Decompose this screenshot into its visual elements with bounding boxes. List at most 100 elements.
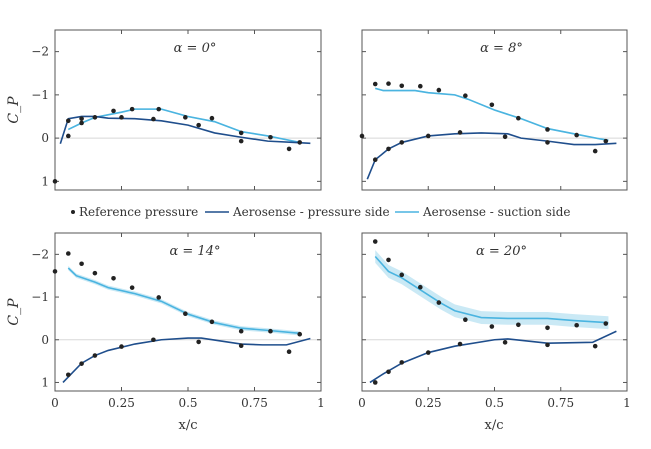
x-tick-label: 0.75 [241, 396, 268, 410]
x-tick-label: 1 [623, 396, 631, 410]
reference-point [399, 83, 405, 89]
reference-point [372, 239, 378, 244]
panel-1: α = 8° [359, 29, 628, 191]
suction-side-line [67, 108, 300, 144]
x-tick-label: 0.5 [485, 396, 504, 410]
reference-point [183, 115, 188, 120]
reference-point [209, 319, 215, 325]
reference-point [502, 134, 508, 140]
reference-point [418, 83, 423, 89]
panel-0: −2 −1 0 1 C_P α = 0° [6, 29, 322, 191]
pressure-side-line [59, 115, 311, 145]
reference-point [386, 146, 391, 152]
reference-point [386, 81, 391, 86]
reference-point [574, 132, 579, 138]
legend-reference-label: Reference pressure [79, 205, 198, 219]
reference-point [92, 270, 98, 276]
reference-point [238, 138, 244, 144]
suction-side-line [67, 267, 300, 335]
reference-point [502, 340, 508, 345]
reference-point [156, 295, 162, 300]
panel-title: α = 0° [174, 41, 217, 56]
reference-point [286, 349, 292, 355]
reference-point [399, 360, 405, 365]
reference-point [592, 148, 598, 154]
y-tick-label: −2 [31, 247, 49, 261]
reference-point [119, 344, 124, 349]
reference-point [603, 321, 609, 326]
reference-point [151, 337, 156, 343]
pressure-side-line [62, 337, 311, 384]
reference-point [545, 127, 550, 132]
reference-point [238, 328, 244, 334]
reference-point [119, 115, 124, 120]
reference-point [386, 257, 391, 263]
reference-point [436, 87, 442, 93]
y-tick-label: −1 [31, 290, 49, 304]
legend-pressure-label: Aerosense - pressure side [232, 205, 390, 219]
reference-point [151, 116, 156, 122]
reference-point [457, 341, 463, 347]
suction-side-line [374, 255, 609, 324]
reference-point [386, 369, 391, 375]
reference-point [372, 81, 378, 87]
reference-point [592, 343, 598, 349]
reference-point [425, 350, 431, 355]
reference-point [196, 339, 201, 345]
reference-point [372, 157, 378, 163]
reference-point [545, 140, 550, 145]
panel-title: α = 20° [476, 244, 527, 259]
reference-point [79, 116, 84, 121]
x-tick-label: 0 [358, 396, 366, 410]
reference-point [66, 133, 71, 139]
reference-point [52, 269, 58, 274]
reference-point [66, 251, 71, 256]
reference-point [359, 133, 365, 139]
reference-point [79, 361, 84, 366]
x-tick-label: 0 [51, 396, 59, 410]
reference-point [574, 322, 579, 328]
x-axis-label-right: x/c [485, 418, 504, 433]
reference-point [489, 324, 495, 329]
reference-point [196, 122, 201, 128]
x-tick-label: 1 [317, 396, 325, 410]
y-tick-label: 0 [41, 333, 49, 347]
reference-point [209, 115, 215, 121]
x-tick-label: 0.25 [108, 396, 135, 410]
reference-point [129, 106, 135, 112]
reference-point [545, 342, 550, 348]
x-tick-label: 0.25 [415, 396, 442, 410]
pressure-side-line [369, 330, 617, 384]
reference-point [463, 93, 468, 99]
reference-point [516, 322, 521, 328]
legend: Reference pressure Aerosense - pressure … [71, 205, 570, 219]
reference-point [457, 130, 463, 135]
reference-point [489, 102, 495, 108]
reference-point [399, 272, 405, 278]
reference-point [129, 285, 135, 290]
reference-point [111, 275, 116, 281]
reference-point [418, 284, 423, 290]
y-tick-label: −2 [31, 45, 49, 59]
y-tick-label: −1 [31, 88, 49, 102]
panel-title: α = 8° [480, 41, 523, 56]
reference-point [463, 317, 468, 322]
legend-suction-label: Aerosense - suction side [422, 205, 570, 219]
reference-point [66, 118, 71, 124]
legend-reference-marker [71, 210, 75, 214]
reference-point [92, 115, 98, 120]
reference-point [238, 130, 244, 136]
y-tick-label: 1 [41, 375, 49, 389]
reference-point [66, 372, 71, 378]
x-tick-label: 0.75 [547, 396, 574, 410]
reference-point [286, 146, 292, 152]
reference-point [183, 311, 188, 317]
reference-point [545, 325, 550, 331]
reference-point [156, 106, 162, 112]
reference-point [92, 353, 98, 358]
y-axis-label: C_P [6, 298, 22, 326]
reference-point [52, 179, 58, 184]
reference-point [436, 300, 442, 305]
